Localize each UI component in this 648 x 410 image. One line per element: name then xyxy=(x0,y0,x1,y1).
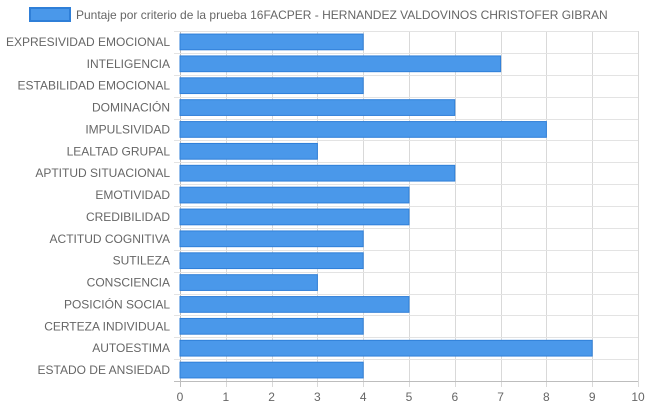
bar[interactable] xyxy=(179,317,364,335)
y-tick-label: IMPULSIVIDAD xyxy=(85,122,170,136)
y-tick-label: ESTABILIDAD EMOCIONAL xyxy=(18,79,171,93)
y-tick-label: EXPRESIVIDAD EMOCIONAL xyxy=(6,35,170,49)
y-tick-label: CERTEZA INDIVIDUAL xyxy=(44,319,170,333)
y-tick-label: CONSCIENCIA xyxy=(87,276,170,290)
x-tick-label: 3 xyxy=(314,390,321,404)
x-tick-label: 2 xyxy=(268,390,275,404)
y-tick-label: EMOTIVIDAD xyxy=(95,188,170,202)
x-tick-label: 1 xyxy=(222,390,229,404)
y-tick-label: SUTILEZA xyxy=(113,254,170,268)
legend-swatch[interactable] xyxy=(29,7,71,22)
y-tick-label: AUTOESTIMA xyxy=(92,341,170,355)
bar[interactable] xyxy=(179,99,456,116)
bar[interactable] xyxy=(179,208,410,226)
bar[interactable] xyxy=(179,274,318,291)
x-tick-label: 4 xyxy=(360,390,367,404)
bar[interactable] xyxy=(179,186,410,204)
x-tick-label: 5 xyxy=(406,390,413,404)
x-tick-label: 7 xyxy=(497,390,504,404)
y-tick-label: APTITUD SITUACIONAL xyxy=(35,166,170,180)
x-tick-label: 6 xyxy=(451,390,458,404)
y-tick-label: POSICIÓN SOCIAL xyxy=(64,296,170,311)
y-tick-label: ESTADO DE ANSIEDAD xyxy=(38,363,171,377)
y-tick-label: CREDIBILIDAD xyxy=(86,210,170,224)
y-tick-label: DOMINACIÓN xyxy=(92,100,170,115)
y-tick-label: LEALTAD GRUPAL xyxy=(67,144,171,158)
bars xyxy=(179,33,593,379)
x-axis-labels: 0 1 2 3 4 5 6 7 8 9 10 xyxy=(177,390,645,404)
legend-label[interactable]: Puntaje por criterio de la prueba 16FACP… xyxy=(76,8,608,22)
x-tick-label: 0 xyxy=(177,390,184,404)
bar[interactable] xyxy=(179,339,593,357)
bar[interactable] xyxy=(179,121,547,138)
bar[interactable] xyxy=(179,252,364,270)
bar[interactable] xyxy=(179,77,364,95)
bar[interactable] xyxy=(179,361,364,379)
legend[interactable]: Puntaje por criterio de la prueba 16FACP… xyxy=(29,7,608,22)
x-tick-label: 8 xyxy=(543,390,550,404)
bar[interactable] xyxy=(179,33,364,51)
y-tick-label: ACTITUD COGNITIVA xyxy=(50,232,170,246)
bar[interactable] xyxy=(179,230,364,248)
bar[interactable] xyxy=(179,296,410,313)
x-tick-label: 10 xyxy=(631,390,645,404)
bar[interactable] xyxy=(179,142,318,160)
x-tick-label: 9 xyxy=(589,390,596,404)
bar[interactable] xyxy=(179,164,456,182)
bar[interactable] xyxy=(179,55,502,73)
grid-lines xyxy=(174,31,639,387)
y-axis-labels: EXPRESIVIDAD EMOCIONAL INTELIGENCIA ESTABI… xyxy=(6,35,170,377)
y-tick-label: INTELIGENCIA xyxy=(87,57,170,71)
